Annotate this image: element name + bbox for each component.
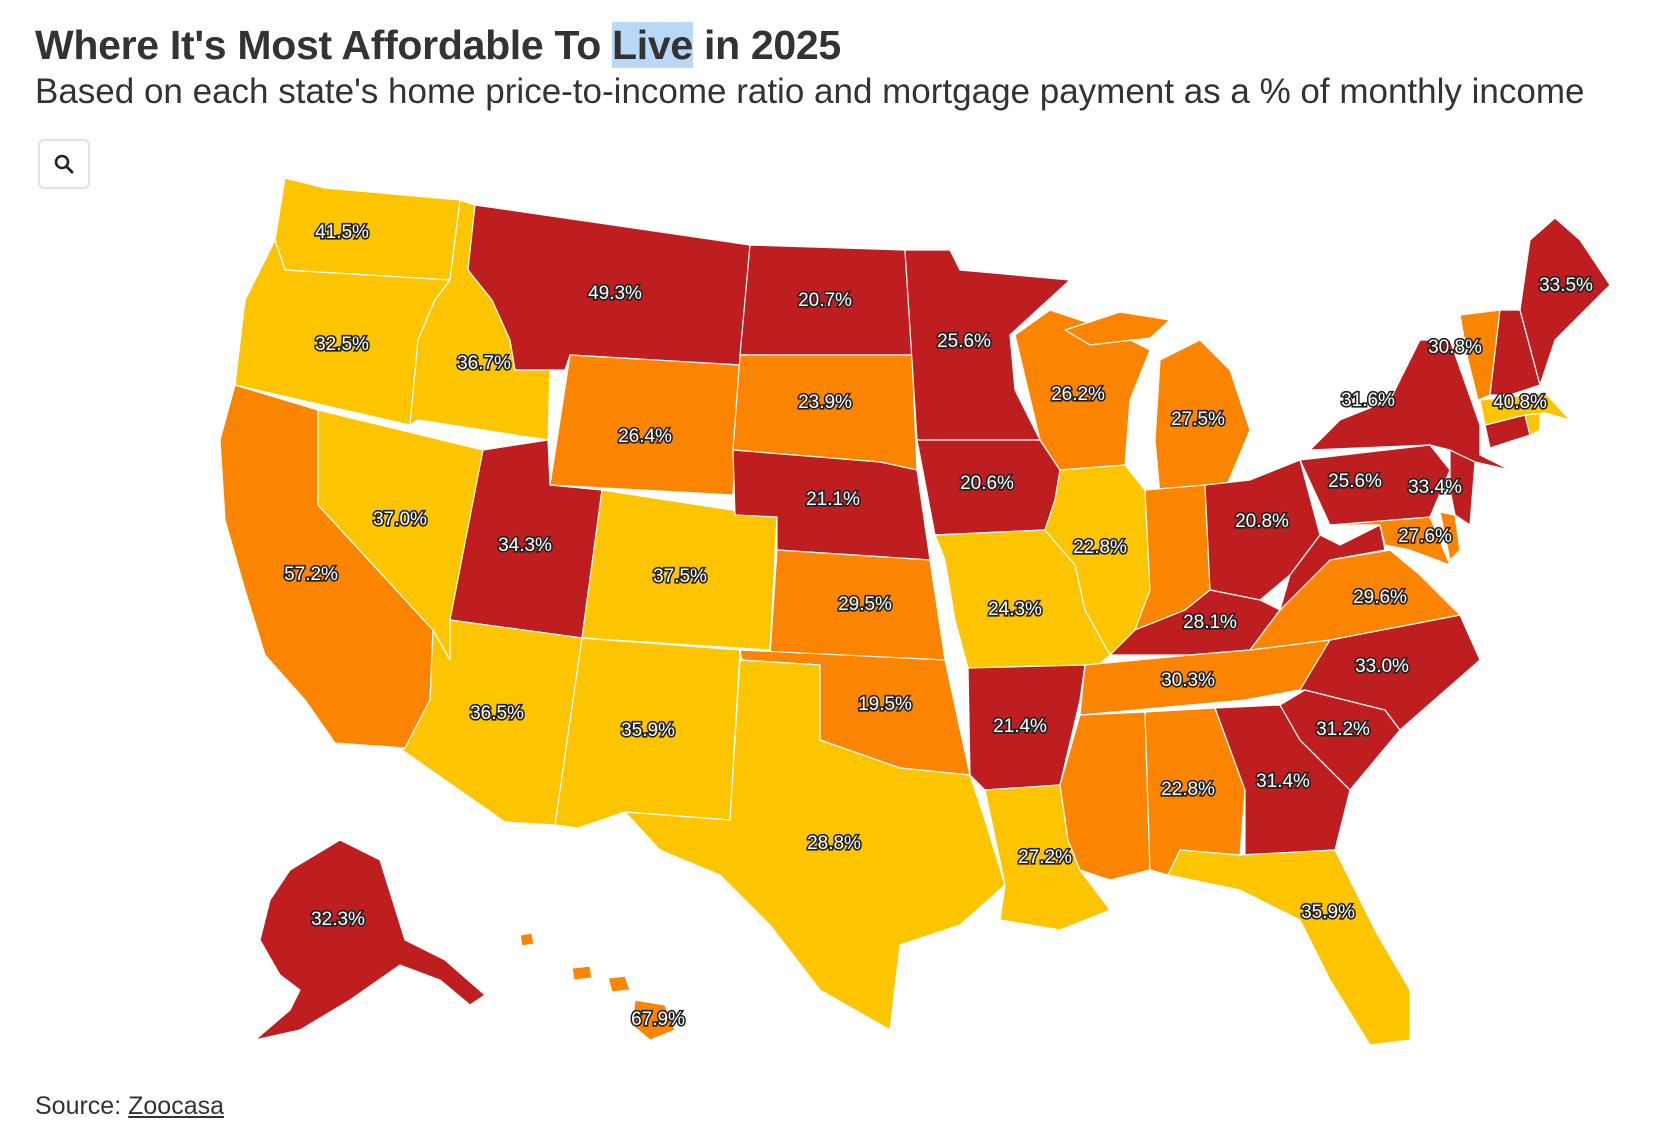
state-label-fl: 35.9% [1301, 902, 1355, 923]
state-label-mn: 25.6% [937, 331, 991, 352]
state-label-nc: 33.0% [1355, 656, 1409, 677]
state-label-nd: 20.7% [798, 290, 852, 311]
state-ny[interactable] [1309, 339, 1511, 471]
state-label-nm: 35.9% [621, 720, 675, 741]
state-me[interactable] [1519, 217, 1611, 386]
state-label-co: 37.5% [653, 566, 707, 587]
state-label-pa: 25.6% [1328, 471, 1382, 492]
chart-title: Where It's Most Affordable To Live in 20… [35, 22, 841, 69]
state-label-tn: 30.3% [1161, 670, 1215, 691]
state-label-sd: 23.9% [798, 392, 852, 413]
state-label-ga: 31.4% [1256, 771, 1310, 792]
state-wi[interactable] [1014, 309, 1151, 471]
state-ms[interactable] [1059, 711, 1151, 881]
states-layer [219, 177, 1611, 1046]
state-label-or: 32.5% [315, 334, 369, 355]
source-note: Source: Zoocasa [35, 1092, 224, 1121]
state-label-me: 33.5% [1539, 275, 1593, 296]
title-suffix: in 2025 [692, 22, 841, 68]
title-prefix: Where It's Most Affordable To [35, 22, 613, 68]
state-label-ok: 19.5% [858, 694, 912, 715]
state-ak[interactable] [254, 839, 486, 1041]
state-label-va: 29.6% [1353, 587, 1407, 608]
state-label-sc: 31.2% [1316, 719, 1370, 740]
state-label-vt: 30.8% [1428, 337, 1482, 358]
state-label-ma: 40.8% [1493, 392, 1547, 413]
state-label-ky: 28.1% [1183, 612, 1237, 633]
state-label-mt: 49.3% [588, 283, 642, 304]
state-label-wi: 26.2% [1051, 384, 1105, 405]
state-label-hi: 67.9% [631, 1009, 685, 1030]
state-label-wy: 26.4% [618, 426, 672, 447]
state-ma[interactable] [1479, 392, 1571, 426]
state-label-wa: 41.5% [315, 222, 369, 243]
state-pa[interactable] [1299, 444, 1451, 526]
state-label-ca: 57.2% [284, 564, 338, 585]
state-fl[interactable] [1167, 849, 1411, 1046]
state-label-ny: 31.6% [1341, 390, 1395, 411]
source-link[interactable]: Zoocasa [128, 1092, 224, 1120]
state-label-nj: 33.4% [1408, 477, 1462, 498]
state-label-id: 36.7% [457, 353, 511, 374]
state-nc[interactable] [1244, 614, 1481, 731]
state-de[interactable] [1439, 511, 1461, 561]
chart-subtitle: Based on each state's home price-to-inco… [35, 72, 1585, 111]
state-label-il: 22.8% [1073, 537, 1127, 558]
state-label-ks: 29.5% [838, 594, 892, 615]
state-label-mi: 27.5% [1171, 409, 1225, 430]
state-label-oh: 20.8% [1235, 511, 1289, 532]
state-label-la: 27.2% [1018, 847, 1072, 868]
labels-layer: 41.5% 32.5% 57.2% 36.7% 37.0% 49.3% 26.4% 34.3%… [282, 220, 1594, 1031]
zoom-button[interactable] [38, 139, 90, 189]
state-label-ut: 34.3% [498, 535, 552, 556]
state-label-az: 36.5% [470, 703, 524, 724]
search-icon [54, 154, 74, 174]
state-label-al: 22.8% [1161, 779, 1215, 800]
state-tx[interactable] [624, 659, 1006, 1031]
state-label-ia: 20.6% [960, 473, 1014, 494]
state-hi[interactable] [519, 932, 676, 1041]
state-label-ne: 21.1% [806, 489, 860, 510]
state-vt[interactable] [1459, 309, 1501, 401]
state-label-ak: 32.3% [311, 909, 365, 930]
state-nh[interactable] [1489, 309, 1541, 396]
state-mi[interactable] [1064, 311, 1251, 496]
title-highlight: Live [612, 22, 693, 68]
source-label: Source: [35, 1092, 129, 1120]
state-label-ar: 21.4% [993, 716, 1047, 737]
state-label-nv: 37.0% [373, 509, 427, 530]
state-label-md: 27.6% [1398, 526, 1452, 547]
state-wy[interactable] [549, 354, 741, 496]
state-label-tx: 28.8% [807, 833, 861, 854]
state-label-mo: 24.3% [988, 599, 1042, 620]
state-wv[interactable] [1279, 524, 1386, 611]
